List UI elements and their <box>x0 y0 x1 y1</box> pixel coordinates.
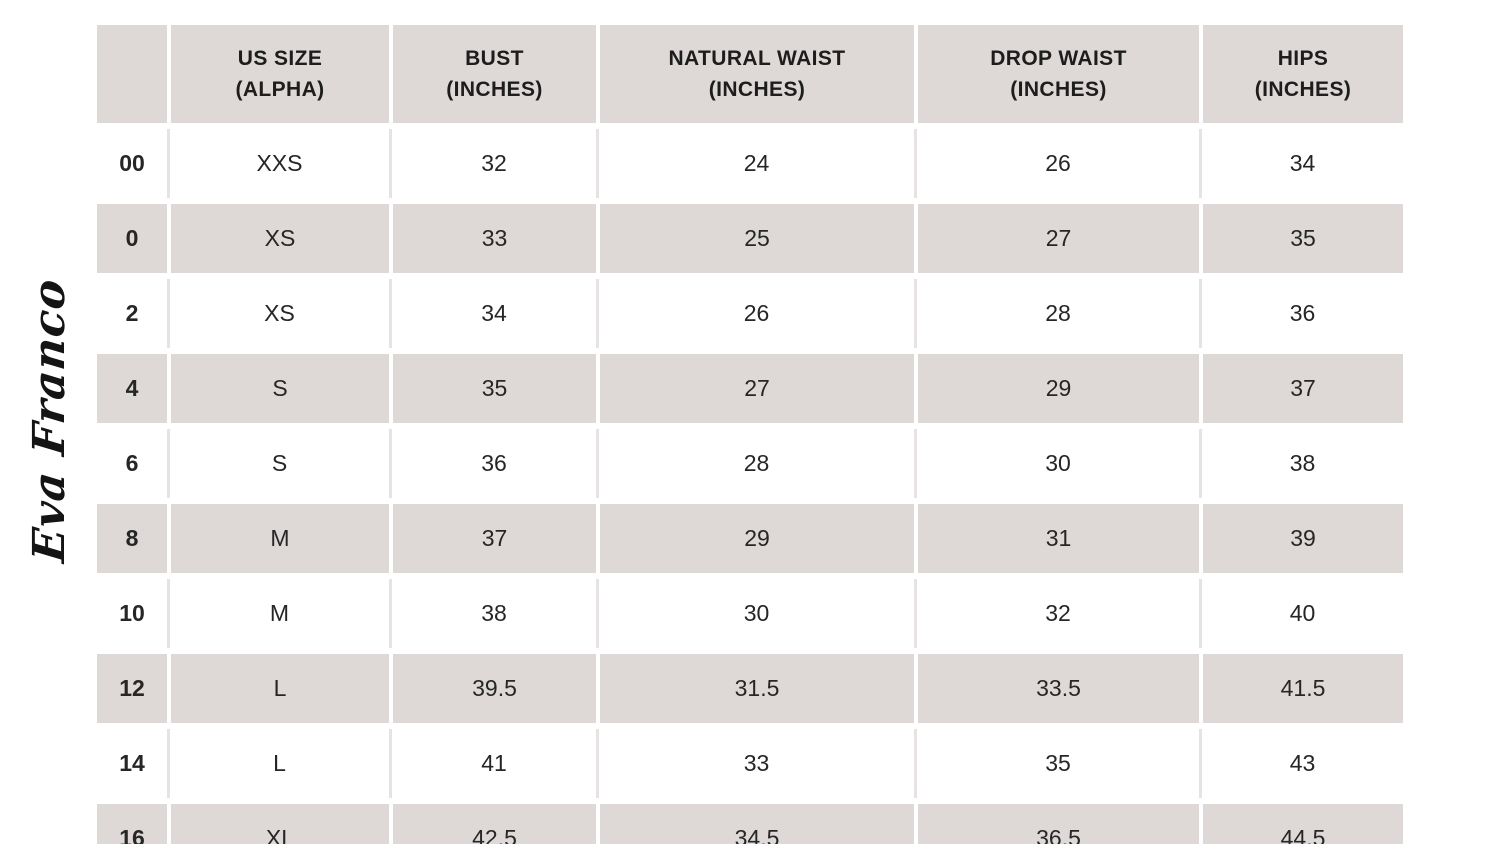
size-cell: 4 <box>97 354 167 423</box>
table-row: 0 XS 33 25 27 35 <box>97 204 1403 273</box>
bust-cell: 33 <box>389 204 596 273</box>
size-cell: 00 <box>97 129 167 198</box>
bust-cell: 37 <box>389 504 596 573</box>
alpha-size-cell: XL <box>167 804 389 844</box>
natural-waist-cell: 26 <box>596 279 914 348</box>
table-row: 4 S 35 27 29 37 <box>97 354 1403 423</box>
table-row: 12 L 39.5 31.5 33.5 41.5 <box>97 654 1403 723</box>
alpha-size-cell: L <box>167 729 389 798</box>
bust-cell: 38 <box>389 579 596 648</box>
bust-cell: 36 <box>389 429 596 498</box>
size-cell: 6 <box>97 429 167 498</box>
natural-waist-cell: 29 <box>596 504 914 573</box>
table-row: 2 XS 34 26 28 36 <box>97 279 1403 348</box>
hips-cell: 38 <box>1199 429 1403 498</box>
hips-cell: 36 <box>1199 279 1403 348</box>
size-cell: 14 <box>97 729 167 798</box>
alpha-size-cell: S <box>167 429 389 498</box>
alpha-size-cell: M <box>167 579 389 648</box>
column-header-us-size-alpha: US SIZE (ALPHA) <box>167 25 389 123</box>
alpha-size-cell: XS <box>167 279 389 348</box>
column-header-natural-waist: NATURAL WAIST (INCHES) <box>596 25 914 123</box>
drop-waist-cell: 30 <box>914 429 1199 498</box>
column-header-drop-waist: DROP WAIST (INCHES) <box>914 25 1199 123</box>
hips-cell: 40 <box>1199 579 1403 648</box>
drop-waist-cell: 35 <box>914 729 1199 798</box>
size-cell: 16 <box>97 804 167 844</box>
table-row: 14 L 41 33 35 43 <box>97 729 1403 798</box>
table-row: 00 XXS 32 24 26 34 <box>97 129 1403 198</box>
drop-waist-cell: 36.5 <box>914 804 1199 844</box>
alpha-size-cell: S <box>167 354 389 423</box>
drop-waist-cell: 32 <box>914 579 1199 648</box>
brand-logo-text: Eva Franco <box>24 276 75 565</box>
size-cell: 12 <box>97 654 167 723</box>
size-chart-container: US SIZE (ALPHA) BUST (INCHES) NATURAL WA… <box>97 19 1403 844</box>
bust-cell: 42.5 <box>389 804 596 844</box>
natural-waist-cell: 25 <box>596 204 914 273</box>
drop-waist-cell: 26 <box>914 129 1199 198</box>
alpha-size-cell: M <box>167 504 389 573</box>
size-cell: 8 <box>97 504 167 573</box>
table-row: 16 XL 42.5 34.5 36.5 44.5 <box>97 804 1403 844</box>
natural-waist-cell: 33 <box>596 729 914 798</box>
size-cell: 0 <box>97 204 167 273</box>
table-row: 10 M 38 30 32 40 <box>97 579 1403 648</box>
alpha-size-cell: L <box>167 654 389 723</box>
bust-cell: 34 <box>389 279 596 348</box>
bust-cell: 35 <box>389 354 596 423</box>
drop-waist-cell: 31 <box>914 504 1199 573</box>
brand-logo: Eva Franco <box>2 276 98 565</box>
natural-waist-cell: 30 <box>596 579 914 648</box>
drop-waist-cell: 33.5 <box>914 654 1199 723</box>
natural-waist-cell: 24 <box>596 129 914 198</box>
size-cell: 10 <box>97 579 167 648</box>
alpha-size-cell: XS <box>167 204 389 273</box>
header-row: US SIZE (ALPHA) BUST (INCHES) NATURAL WA… <box>97 25 1403 123</box>
table-row: 6 S 36 28 30 38 <box>97 429 1403 498</box>
alpha-size-cell: XXS <box>167 129 389 198</box>
column-header-bust: BUST (INCHES) <box>389 25 596 123</box>
drop-waist-cell: 27 <box>914 204 1199 273</box>
hips-cell: 44.5 <box>1199 804 1403 844</box>
hips-cell: 34 <box>1199 129 1403 198</box>
table-row: 8 M 37 29 31 39 <box>97 504 1403 573</box>
size-cell: 2 <box>97 279 167 348</box>
drop-waist-cell: 28 <box>914 279 1199 348</box>
hips-cell: 43 <box>1199 729 1403 798</box>
natural-waist-cell: 34.5 <box>596 804 914 844</box>
drop-waist-cell: 29 <box>914 354 1199 423</box>
bust-cell: 39.5 <box>389 654 596 723</box>
size-chart-header: US SIZE (ALPHA) BUST (INCHES) NATURAL WA… <box>97 25 1403 123</box>
natural-waist-cell: 31.5 <box>596 654 914 723</box>
natural-waist-cell: 28 <box>596 429 914 498</box>
hips-cell: 37 <box>1199 354 1403 423</box>
hips-cell: 39 <box>1199 504 1403 573</box>
bust-cell: 32 <box>389 129 596 198</box>
size-chart-table: US SIZE (ALPHA) BUST (INCHES) NATURAL WA… <box>97 19 1403 844</box>
natural-waist-cell: 27 <box>596 354 914 423</box>
bust-cell: 41 <box>389 729 596 798</box>
column-header-size <box>97 25 167 123</box>
column-header-hips: HIPS (INCHES) <box>1199 25 1403 123</box>
hips-cell: 41.5 <box>1199 654 1403 723</box>
hips-cell: 35 <box>1199 204 1403 273</box>
size-chart-body: 00 XXS 32 24 26 34 0 XS 33 25 27 35 2 XS… <box>97 129 1403 844</box>
